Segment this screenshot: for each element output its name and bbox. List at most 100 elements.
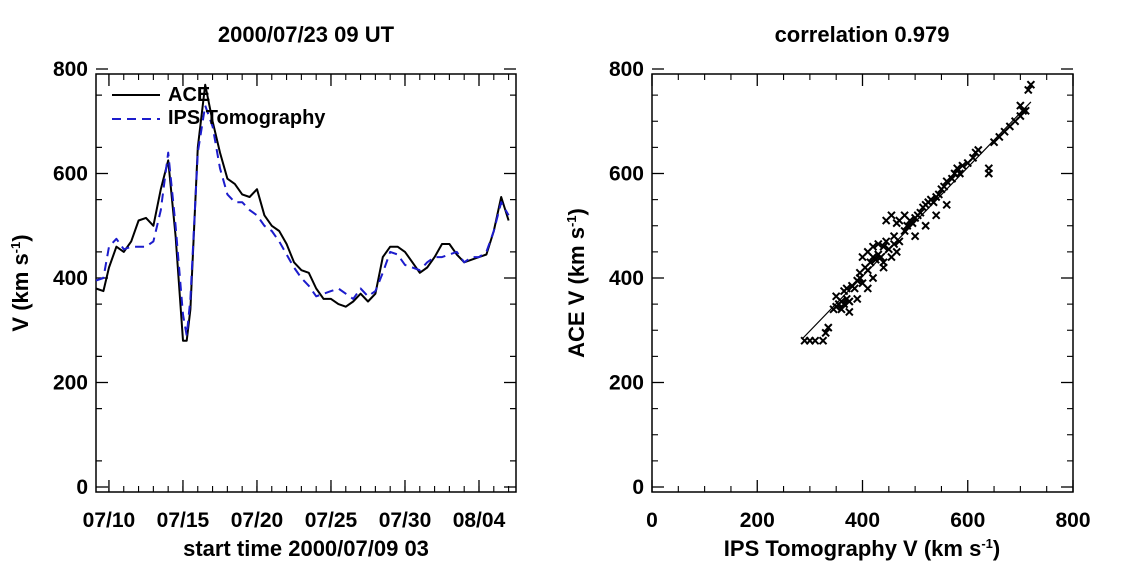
scatter-point-stroke — [968, 153, 978, 163]
scatter-point-stroke — [889, 239, 899, 249]
scatter-point — [831, 292, 841, 301]
scatter-point-stroke — [868, 273, 878, 283]
scatter-point-stroke — [871, 255, 880, 264]
scatter-point — [916, 208, 925, 217]
left-axis-ticks: 0 200 400 600 800 07/10 07/15 07/20 07/25 07/30 08… — [53, 58, 516, 532]
scatter-point — [839, 299, 849, 309]
scatter-point-stroke — [853, 294, 862, 304]
series-line-ace — [95, 83, 510, 342]
scatter-point-stroke — [1021, 106, 1030, 116]
legend-label-ips: IPS Tomography — [168, 107, 326, 129]
scatter-point — [968, 153, 978, 163]
left-y-tick-label: 0 — [76, 476, 88, 499]
scatter-point-stroke — [845, 307, 854, 317]
left-time-series-chart: 2000/07/23 09 UT 0 200 400 600 800 07/10 07/15… — [8, 22, 517, 561]
scatter-point — [863, 265, 872, 275]
scatter-point-stroke — [892, 247, 901, 257]
scatter-point-stroke — [863, 247, 872, 257]
scatter-point — [1026, 80, 1036, 89]
scatter-point-stroke — [881, 237, 891, 246]
right-y-tick-label: 400 — [609, 267, 644, 290]
scatter-point-stroke — [858, 279, 867, 288]
scatter-point-stroke — [1024, 85, 1033, 95]
right-y-axis-label: ACE V (km s-1) — [564, 208, 589, 358]
scatter-point — [900, 226, 909, 236]
scatter-point — [947, 174, 957, 183]
scatter-point — [1018, 106, 1028, 116]
scatter-point — [824, 323, 833, 332]
scatter-point — [908, 218, 917, 228]
scatter-point-stroke — [874, 239, 883, 249]
right-scatter-points — [800, 80, 1036, 345]
scatter-point-stroke — [953, 164, 962, 173]
scatter-point — [939, 182, 949, 191]
scatter-point-stroke — [842, 284, 851, 293]
scatter-point-stroke — [939, 182, 949, 191]
scatter-point — [810, 336, 820, 345]
right-y-tick-label: 200 — [609, 372, 644, 395]
scatter-point-stroke — [863, 265, 872, 275]
scatter-point-stroke — [931, 211, 941, 220]
left-x-tick-label: 07/30 — [379, 509, 432, 532]
scatter-point-stroke — [831, 292, 841, 301]
scatter-point — [955, 169, 965, 178]
scatter-point — [903, 221, 912, 230]
scatter-point-stroke — [879, 242, 888, 251]
series-line-ips-tomography — [95, 104, 510, 337]
scatter-point — [958, 161, 967, 170]
scatter-point-stroke — [850, 284, 859, 293]
scatter-point — [934, 190, 944, 199]
scatter-point — [845, 307, 854, 317]
scatter-point-stroke — [903, 221, 912, 230]
scatter-point — [863, 284, 872, 293]
scatter-point — [892, 218, 901, 228]
left-y-tick-label: 600 — [53, 163, 88, 186]
left-x-tick-label: 08/04 — [453, 509, 506, 532]
scatter-point-stroke — [839, 299, 849, 309]
scatter-point-stroke — [984, 164, 994, 173]
scatter-point — [892, 247, 901, 257]
scatter-point — [942, 177, 951, 186]
scatter-point-stroke — [824, 323, 833, 332]
scatter-point — [931, 211, 941, 220]
scatter-point — [818, 336, 828, 345]
scatter-point-stroke — [910, 231, 920, 241]
right-y-tick-label: 600 — [609, 163, 644, 186]
scatter-point-stroke — [929, 198, 938, 207]
right-x-tick-label: 400 — [845, 509, 880, 532]
scatter-point — [879, 263, 888, 272]
scatter-point-stroke — [889, 231, 899, 241]
scatter-point-stroke — [908, 218, 917, 228]
scatter-point-stroke — [845, 297, 854, 306]
scatter-point — [876, 252, 886, 262]
left-legend: ACE IPS Tomography — [112, 84, 326, 129]
scatter-point-stroke — [837, 305, 846, 314]
scatter-point-stroke — [810, 336, 820, 345]
scatter-point — [871, 255, 880, 264]
scatter-point-stroke — [942, 177, 951, 186]
scatter-point-stroke — [1026, 80, 1036, 89]
scatter-point — [910, 231, 920, 241]
scatter-point — [850, 284, 859, 293]
left-x-axis-label: start time 2000/07/09 03 — [183, 536, 429, 561]
left-chart-title: 2000/07/23 09 UT — [218, 22, 395, 47]
scatter-point — [863, 247, 872, 257]
scatter-point-stroke — [881, 216, 891, 225]
scatter-point — [837, 305, 846, 314]
scatter-point — [889, 239, 899, 249]
right-y-tick-label: 0 — [632, 476, 644, 499]
scatter-point-stroke — [958, 161, 967, 170]
scatter-point-stroke — [974, 145, 983, 155]
left-plot-frame — [95, 73, 517, 493]
scatter-point — [921, 221, 930, 230]
scatter-point — [842, 284, 851, 293]
scatter-point-stroke — [876, 252, 886, 262]
scatter-point — [881, 216, 891, 225]
scatter-point-stroke — [895, 237, 904, 246]
right-x-tick-label: 800 — [1055, 509, 1090, 532]
scatter-point-stroke — [821, 328, 830, 338]
left-x-tick-label: 07/20 — [231, 509, 284, 532]
right-chart-title: correlation 0.979 — [775, 22, 950, 47]
scatter-point-stroke — [947, 174, 957, 183]
right-scatter-chart: correlation 0.979 0 200 400 600 800 0 200 400 60… — [564, 22, 1091, 561]
